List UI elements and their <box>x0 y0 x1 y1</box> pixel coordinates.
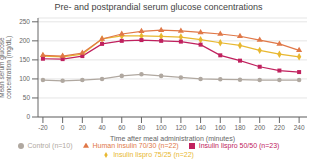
svg-text:180: 180 <box>235 124 246 131</box>
svg-text:120: 120 <box>175 124 186 131</box>
svg-text:150: 150 <box>19 56 30 63</box>
svg-text:Mean serum glucoseconcentratio: Mean serum glucoseconcentration (mg/dL) <box>8 36 13 99</box>
svg-text:0: 0 <box>61 124 65 131</box>
svg-text:100: 100 <box>156 124 167 131</box>
svg-text:220: 220 <box>274 124 285 131</box>
html-text:Control (n=10): Control (n=10) <box>27 142 73 149</box>
svg-text:140: 140 <box>195 124 206 131</box>
svg-text:200: 200 <box>19 37 30 44</box>
svg-text:60: 60 <box>118 124 126 131</box>
svg-text:240: 240 <box>294 124 305 131</box>
svg-text:200: 200 <box>254 124 265 131</box>
svg-text:20: 20 <box>79 124 87 131</box>
html-text:Pre- and postprandial serum gl: Pre- and postprandial serum glucose conc… <box>54 2 263 12</box>
svg-text:Time after meal administration: Time after meal administration (minutes) <box>110 135 235 143</box>
svg-text:160: 160 <box>215 124 226 131</box>
svg-text:50: 50 <box>23 94 31 101</box>
svg-text:250: 250 <box>19 18 30 25</box>
svg-text:-20: -20 <box>38 124 48 131</box>
html-text:Human insulin 70/30 (n=22): Human insulin 70/30 (n=22) <box>92 142 179 149</box>
svg-text:100: 100 <box>19 75 30 82</box>
html-text:Insulin lispro 50/50 (n=23): Insulin lispro 50/50 (n=23) <box>198 142 280 149</box>
svg-text:40: 40 <box>98 124 106 131</box>
html-text:Insulin lispro 75/25 (n=22): Insulin lispro 75/25 (n=22) <box>113 151 194 158</box>
svg-text:0: 0 <box>26 113 30 120</box>
svg-text:80: 80 <box>138 124 146 131</box>
